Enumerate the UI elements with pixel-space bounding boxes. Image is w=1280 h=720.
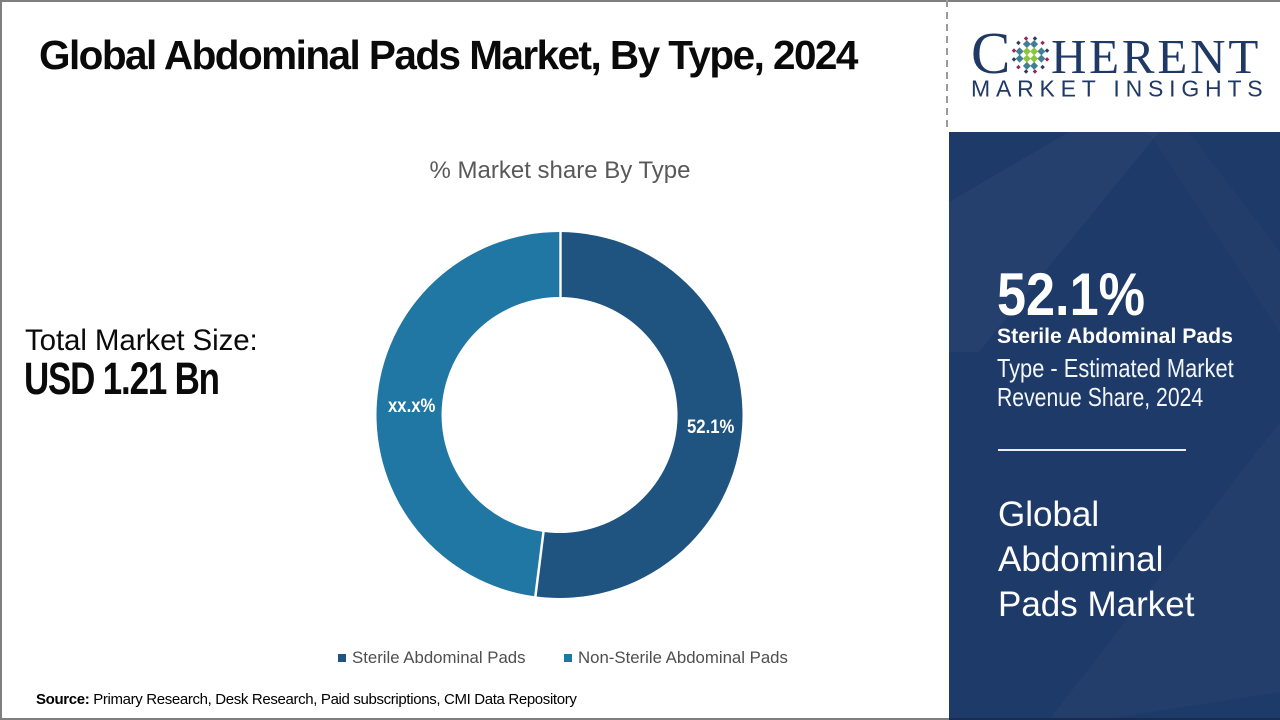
svg-text:MARKET INSIGHTS: MARKET INSIGHTS [971, 76, 1268, 102]
svg-text:C: C [971, 20, 1010, 86]
svg-text:HERENT: HERENT [1051, 29, 1261, 84]
